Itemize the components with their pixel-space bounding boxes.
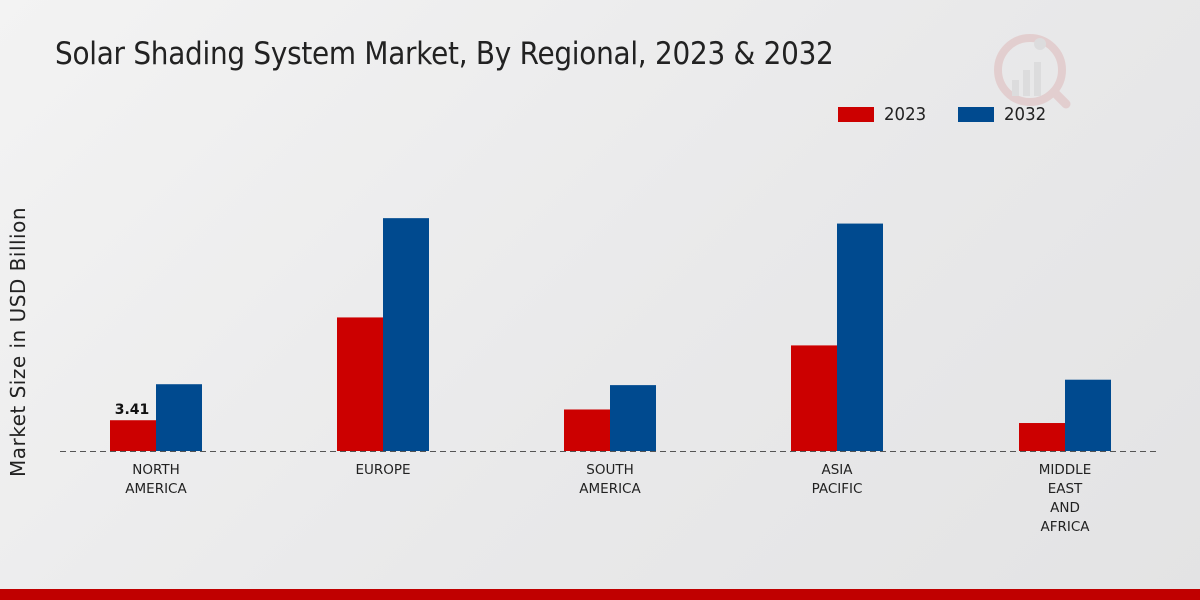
bar-2023-0 — [110, 420, 156, 451]
legend-swatch-2023 — [838, 107, 874, 122]
footer-bar — [0, 589, 1200, 600]
x-tick-label-1: EUROPE — [355, 462, 410, 478]
chart-title: Solar Shading System Market, By Regional… — [55, 36, 834, 72]
bars-group — [110, 218, 1111, 451]
bar-2023-1 — [337, 317, 383, 451]
x-tick-label-0: NORTH AMERICA — [125, 462, 187, 497]
legend-label-2032: 2032 — [1004, 104, 1047, 125]
legend-item-2023: 2023 — [838, 104, 930, 125]
legend-label-2023: 2023 — [884, 104, 927, 125]
bar-2032-1 — [383, 218, 429, 451]
brand-logo-icon — [990, 28, 1080, 118]
bar-2023-2 — [564, 409, 610, 451]
x-tick-label-2: SOUTH AMERICA — [579, 462, 641, 497]
x-tick-label-3: ASIA PACIFIC — [812, 462, 863, 497]
legend-item-2032: 2032 — [958, 104, 1050, 125]
x-tick-label-4: MIDDLE EAST AND AFRICA — [1039, 462, 1091, 535]
bar-2032-3 — [837, 223, 883, 451]
bar-2023-3 — [791, 345, 837, 451]
bar-2032-0 — [156, 384, 202, 451]
legend-swatch-2032 — [958, 107, 994, 122]
data-label-0: 3.41 — [115, 402, 150, 418]
bar-2023-4 — [1019, 423, 1065, 451]
category-labels-group: NORTH AMERICA EUROPE SOUTH AMERICA ASIA PACIFI… — [115, 402, 1092, 535]
bar-2032-2 — [610, 385, 656, 451]
bar-2032-4 — [1065, 379, 1111, 451]
